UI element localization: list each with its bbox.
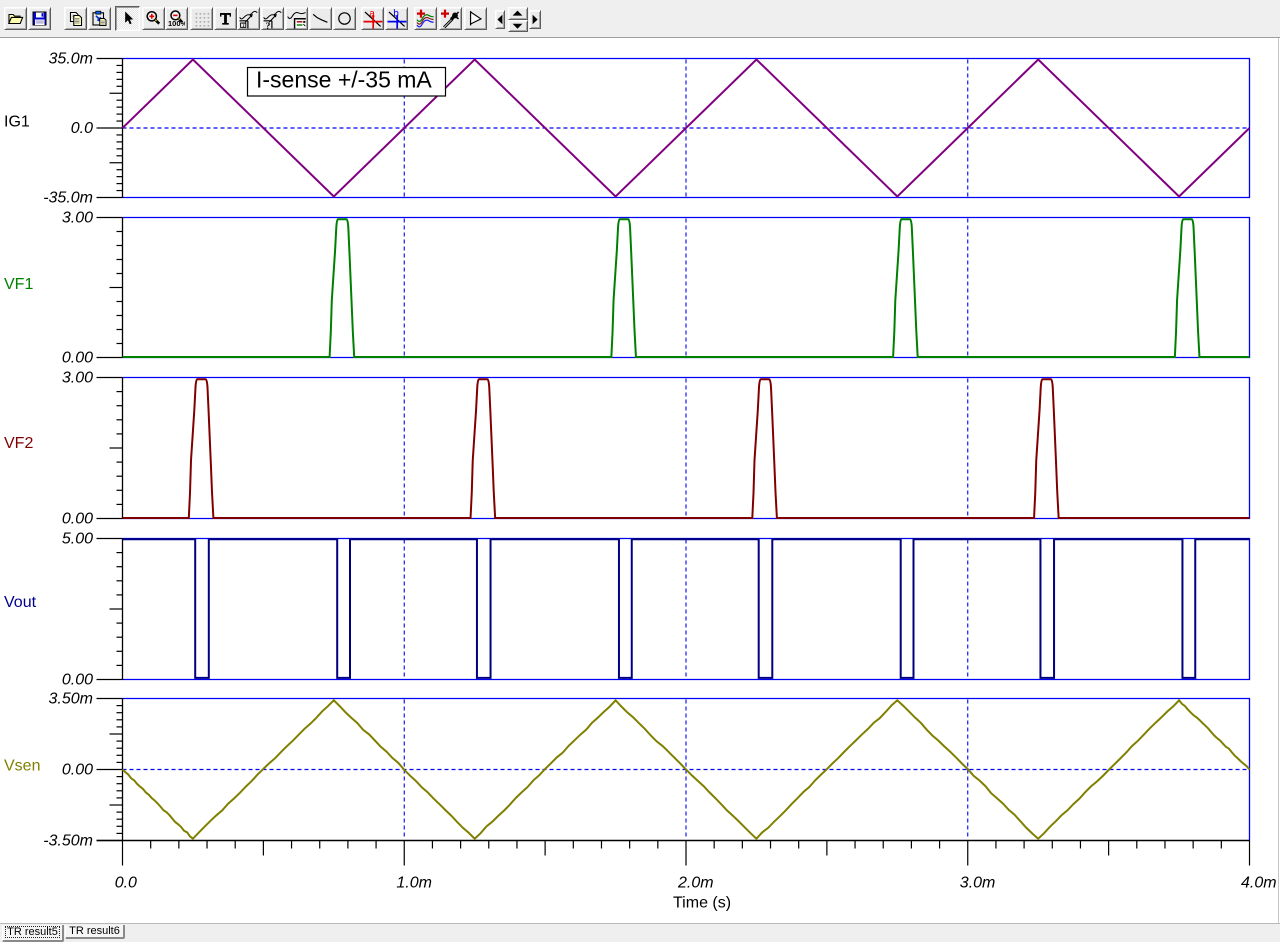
svg-text:Time (s): Time (s) xyxy=(673,895,731,912)
svg-text:IG1: IG1 xyxy=(4,114,30,131)
svg-text:0.0: 0.0 xyxy=(71,120,93,137)
svg-text:VF1: VF1 xyxy=(4,276,33,293)
svg-text:T: T xyxy=(242,22,246,28)
svg-text:0.00: 0.00 xyxy=(62,762,93,779)
svg-text:4.0m: 4.0m xyxy=(1241,875,1277,892)
svg-text:-35.0m: -35.0m xyxy=(43,190,93,207)
svg-text:3.00: 3.00 xyxy=(62,370,93,387)
svg-text:0.00: 0.00 xyxy=(62,350,93,367)
svg-text:3.0m: 3.0m xyxy=(960,875,996,892)
svg-text:1.0m: 1.0m xyxy=(396,875,432,892)
svg-text:0.00: 0.00 xyxy=(62,672,93,689)
svg-text:3.00: 3.00 xyxy=(62,210,93,227)
svg-text:I-sense +/-35 mA: I-sense +/-35 mA xyxy=(256,67,432,93)
svg-text:b: b xyxy=(393,9,399,20)
svg-text:2.0m: 2.0m xyxy=(677,875,714,892)
svg-text:-3.50m: -3.50m xyxy=(43,833,93,850)
svg-text:a: a xyxy=(369,9,375,20)
svg-text:0.0: 0.0 xyxy=(115,875,137,892)
svg-text:100%: 100% xyxy=(168,19,185,27)
svg-text:VF2: VF2 xyxy=(4,435,33,452)
svg-text:35.0m: 35.0m xyxy=(49,51,93,68)
svg-text:Vout: Vout xyxy=(4,594,37,611)
svg-text:Vsen: Vsen xyxy=(4,758,40,775)
svg-text:3.50m: 3.50m xyxy=(49,691,93,708)
svg-text:5.00: 5.00 xyxy=(62,531,93,548)
svg-text:0.00: 0.00 xyxy=(62,511,93,528)
svg-text:?: ? xyxy=(265,21,270,28)
